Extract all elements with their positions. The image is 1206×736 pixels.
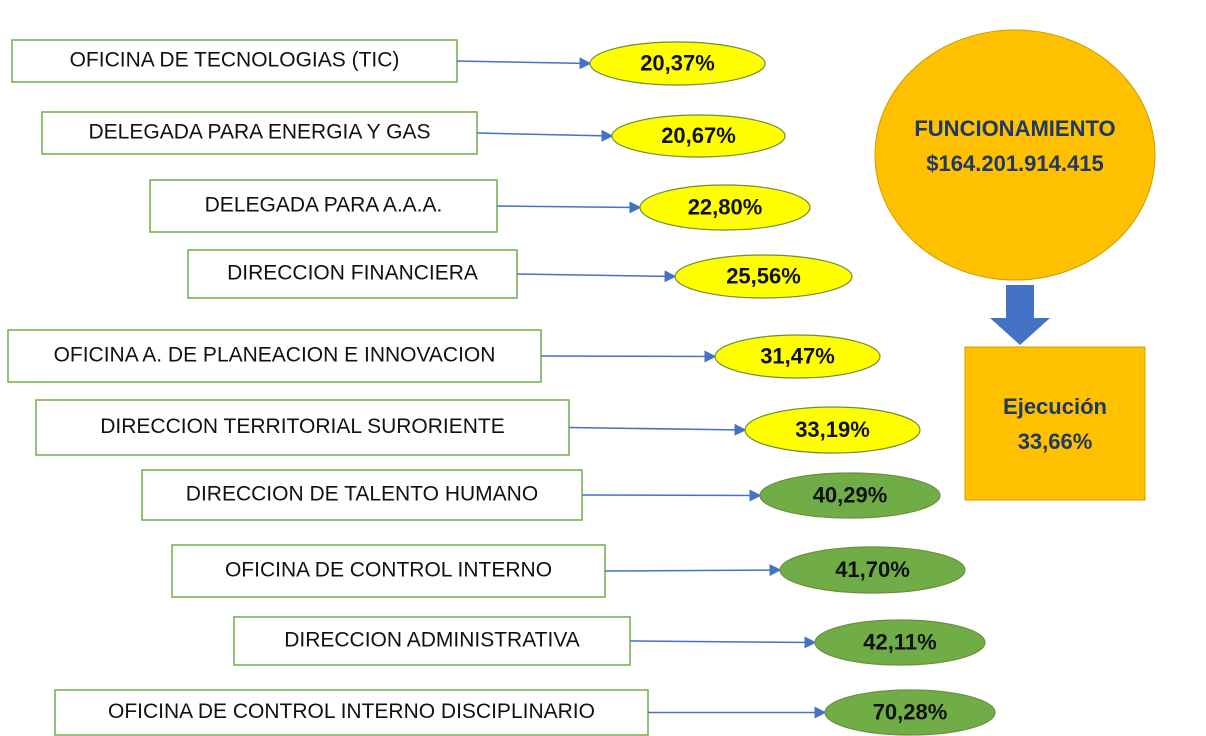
unit-label: DELEGADA PARA ENERGIA Y GAS bbox=[89, 121, 431, 144]
unit-label: DIRECCION ADMINISTRATIVA bbox=[284, 629, 580, 652]
unit-box bbox=[7, 329, 542, 383]
unit-label: DELEGADA PARA A.A.A. bbox=[205, 194, 443, 217]
percent-value: 22,80% bbox=[688, 194, 763, 219]
connector-arrow bbox=[629, 636, 817, 649]
down-arrow bbox=[990, 285, 1050, 345]
percent-ellipse bbox=[589, 41, 766, 86]
percent-ellipse bbox=[814, 619, 986, 666]
percent-ellipse bbox=[759, 472, 941, 519]
connector-arrow bbox=[540, 350, 717, 363]
execution-value: 33,66% bbox=[1018, 429, 1093, 454]
connector-arrow bbox=[604, 564, 782, 577]
connector-arrow bbox=[568, 423, 747, 436]
percent-ellipse bbox=[674, 254, 853, 299]
connector-arrow bbox=[476, 129, 614, 142]
unit-label: OFICINA DE CONTROL INTERNO DISCIPLINARIO bbox=[108, 700, 595, 723]
connector-arrow bbox=[516, 270, 677, 283]
percent-value: 40,29% bbox=[813, 482, 888, 507]
unit-label: OFICINA DE CONTROL INTERNO bbox=[225, 559, 552, 582]
unit-box bbox=[187, 249, 518, 299]
unit-label: DIRECCION TERRITORIAL SURORIENTE bbox=[100, 415, 505, 438]
percent-value: 20,67% bbox=[661, 123, 736, 148]
percent-value: 20,37% bbox=[640, 50, 715, 75]
percent-ellipse bbox=[744, 406, 921, 454]
unit-label: OFICINA DE TECNOLOGIAS (TIC) bbox=[70, 49, 400, 72]
unit-box bbox=[171, 544, 606, 598]
unit-box bbox=[233, 616, 631, 666]
unit-box bbox=[35, 399, 570, 456]
summary-amount: $164.201.914.415 bbox=[926, 151, 1103, 176]
unit-box bbox=[11, 39, 458, 83]
unit-label: OFICINA A. DE PLANEACION E INNOVACION bbox=[54, 344, 496, 367]
connector-arrow bbox=[456, 57, 592, 70]
connector-arrow bbox=[496, 201, 642, 214]
percent-value: 31,47% bbox=[760, 343, 835, 368]
percent-ellipse bbox=[824, 689, 996, 736]
connector-arrow bbox=[581, 489, 762, 502]
percent-value: 70,28% bbox=[873, 699, 948, 724]
execution-label: Ejecución bbox=[1003, 394, 1107, 419]
percent-value: 41,70% bbox=[835, 557, 910, 582]
percent-value: 25,56% bbox=[726, 263, 801, 288]
percent-ellipse bbox=[611, 114, 786, 158]
percent-ellipse bbox=[714, 334, 881, 379]
funcionamiento-circle bbox=[874, 29, 1156, 281]
percent-ellipse bbox=[639, 184, 811, 231]
unit-box bbox=[149, 179, 498, 233]
percent-value: 42,11% bbox=[863, 629, 936, 654]
unit-label: DIRECCION FINANCIERA bbox=[227, 262, 478, 285]
execution-box bbox=[964, 346, 1146, 501]
unit-label: DIRECCION DE TALENTO HUMANO bbox=[186, 483, 538, 506]
percent-value: 33,19% bbox=[795, 417, 870, 442]
summary-title: FUNCIONAMIENTO bbox=[914, 116, 1115, 141]
percent-ellipse bbox=[779, 546, 966, 594]
